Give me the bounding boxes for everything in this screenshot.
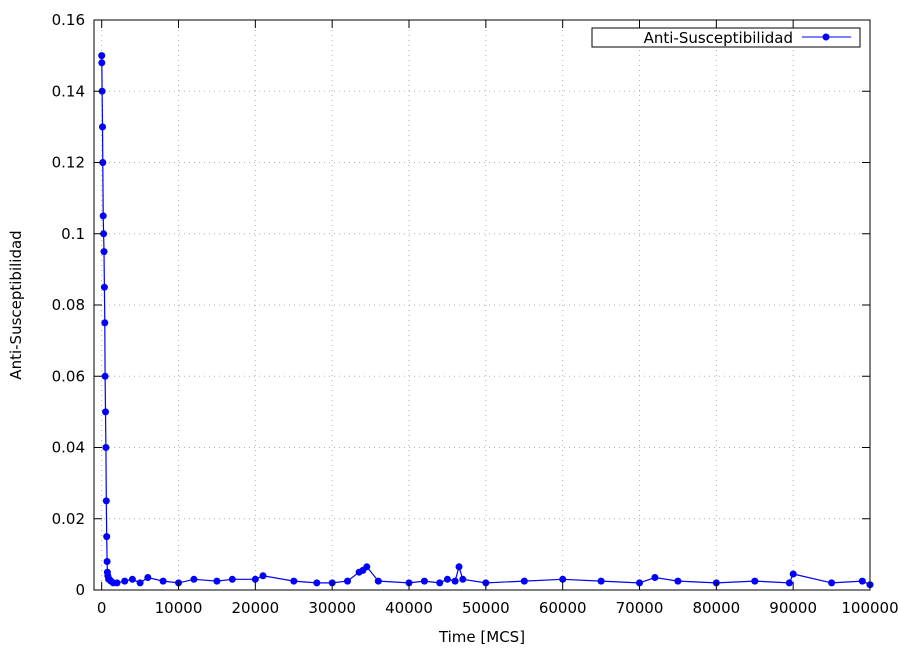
- data-point: [190, 575, 198, 583]
- y-tick-label: 0.14: [52, 82, 85, 100]
- x-tick-label: 30000: [308, 599, 356, 617]
- data-point: [99, 159, 107, 166]
- data-point: [251, 575, 259, 583]
- series-anti-susceptibilidad: [98, 52, 874, 589]
- data-point: [443, 575, 451, 583]
- y-tick-label: 0.08: [52, 296, 85, 314]
- grid: [94, 20, 870, 590]
- x-tick-label: 100000: [841, 599, 898, 617]
- data-point: [99, 212, 107, 220]
- data-point: [420, 577, 428, 585]
- x-tick-label: 80000: [692, 599, 740, 617]
- data-point: [451, 577, 459, 585]
- data-point: [100, 283, 108, 291]
- data-point: [344, 577, 351, 585]
- data-point: [259, 572, 267, 580]
- x-tick-label: 70000: [616, 599, 664, 617]
- data-point: [559, 575, 567, 583]
- data-point: [455, 563, 463, 571]
- y-tick-label: 0.02: [52, 510, 85, 528]
- data-point: [228, 575, 236, 583]
- x-tick-label: 20000: [231, 599, 279, 617]
- data-point: [828, 579, 836, 587]
- x-tick-label: 40000: [385, 599, 433, 617]
- data-point: [785, 579, 793, 587]
- data-point: [128, 575, 136, 583]
- data-point: [436, 579, 444, 587]
- x-tick-label: 60000: [539, 599, 587, 617]
- data-point: [136, 579, 144, 587]
- y-tick-label: 0.16: [52, 11, 85, 29]
- data-point: [374, 577, 382, 585]
- data-point: [103, 558, 111, 565]
- legend-label: Anti-Susceptibilidad: [644, 29, 793, 47]
- data-point: [520, 577, 528, 585]
- data-point: [98, 52, 106, 60]
- y-tick-label: 0.06: [52, 367, 85, 385]
- legend-marker: [822, 33, 830, 41]
- legend: Anti-Susceptibilidad: [591, 27, 861, 48]
- y-tick-label: 0.04: [52, 439, 85, 457]
- data-point: [290, 577, 298, 585]
- data-point: [99, 123, 106, 131]
- data-point: [98, 59, 106, 67]
- data-point: [121, 577, 129, 585]
- x-axis-label: Time [MCS]: [438, 628, 525, 646]
- data-point: [789, 570, 797, 578]
- data-point: [159, 577, 167, 585]
- data-point: [363, 563, 371, 571]
- x-tick-label: 50000: [462, 599, 510, 617]
- data-point: [102, 497, 110, 505]
- data-point: [858, 577, 866, 585]
- data-point: [101, 319, 109, 327]
- data-point: [144, 574, 152, 581]
- data-point: [98, 87, 106, 95]
- data-point: [313, 579, 321, 587]
- data-point: [674, 577, 682, 585]
- data-point: [213, 577, 221, 585]
- data-point: [102, 408, 109, 416]
- data-point: [100, 248, 108, 256]
- data-point: [751, 577, 759, 585]
- data-point: [459, 575, 467, 583]
- y-tick-label: 0.12: [52, 154, 85, 172]
- y-tick-label: 0.1: [61, 225, 85, 243]
- x-tick-label: 90000: [769, 599, 817, 617]
- x-tick-label: 10000: [155, 599, 203, 617]
- plot-frame: [93, 19, 871, 591]
- legend-box: [591, 27, 861, 48]
- data-point: [103, 533, 111, 541]
- data-point: [651, 574, 659, 581]
- axis-ticks: 0 10000 20000 30000 40000 50000 60000 70000 8000…: [52, 11, 899, 617]
- data-point: [597, 577, 605, 585]
- y-axis-label: Anti-Susceptibilidad: [7, 230, 25, 379]
- data-point: [100, 230, 108, 238]
- y-tick-label: 0: [75, 581, 85, 599]
- data-point: [113, 579, 121, 587]
- data-point: [101, 372, 109, 380]
- x-tick-label: 0: [97, 599, 107, 617]
- data-point: [102, 444, 110, 451]
